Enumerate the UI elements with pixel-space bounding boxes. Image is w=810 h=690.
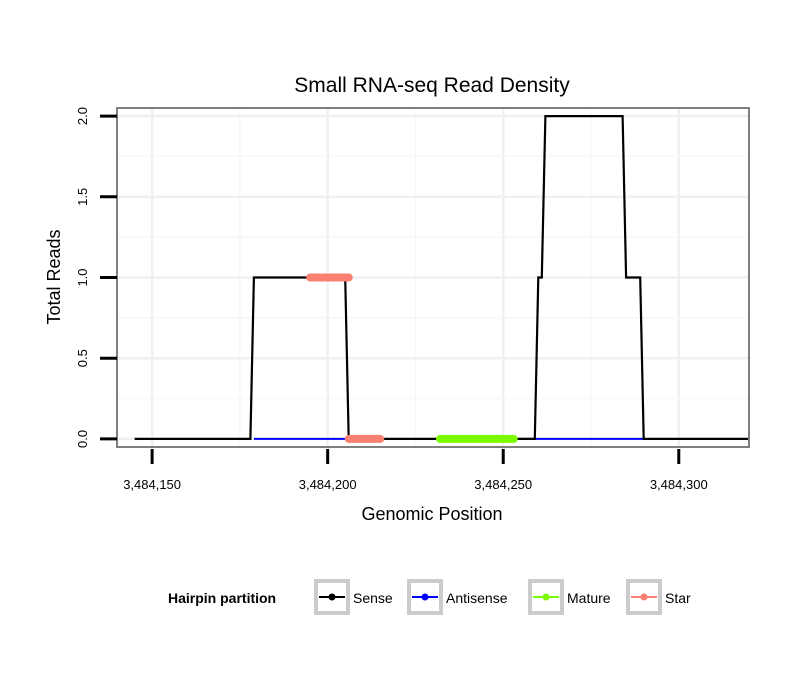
y-axis-title: Total Reads [44, 229, 64, 324]
x-axis-title: Genomic Position [361, 504, 502, 524]
legend-label: Mature [567, 590, 611, 606]
legend: Hairpin partition Sense Antisense Mature St… [168, 579, 691, 615]
y-tick-label: 1.0 [75, 268, 90, 286]
x-axis: 3,484,150 3,484,200 3,484,250 3,484,300 [123, 449, 708, 492]
data-series [134, 114, 749, 443]
legend-label: Antisense [446, 590, 508, 606]
legend-key-point [328, 593, 336, 601]
legend-title: Hairpin partition [168, 590, 276, 606]
legend-label: Sense [353, 590, 393, 606]
y-axis: 0.0 0.5 1.0 1.5 2.0 [75, 107, 117, 448]
x-tick-label: 3,484,200 [299, 477, 357, 492]
chart-title: Small RNA-seq Read Density [294, 74, 570, 97]
x-tick-label: 3,484,300 [650, 477, 708, 492]
y-tick-label: 0.5 [75, 349, 90, 367]
legend-key-point [421, 593, 429, 601]
legend-key-point [640, 593, 648, 601]
y-tick-label: 2.0 [75, 107, 90, 125]
sense-line [134, 114, 749, 440]
legend-label: Star [665, 590, 691, 606]
x-tick-label: 3,484,150 [123, 477, 181, 492]
y-tick-label: 1.5 [75, 188, 90, 206]
y-tick-label: 0.0 [75, 430, 90, 448]
x-tick-label: 3,484,250 [474, 477, 532, 492]
legend-key-point [542, 593, 550, 601]
